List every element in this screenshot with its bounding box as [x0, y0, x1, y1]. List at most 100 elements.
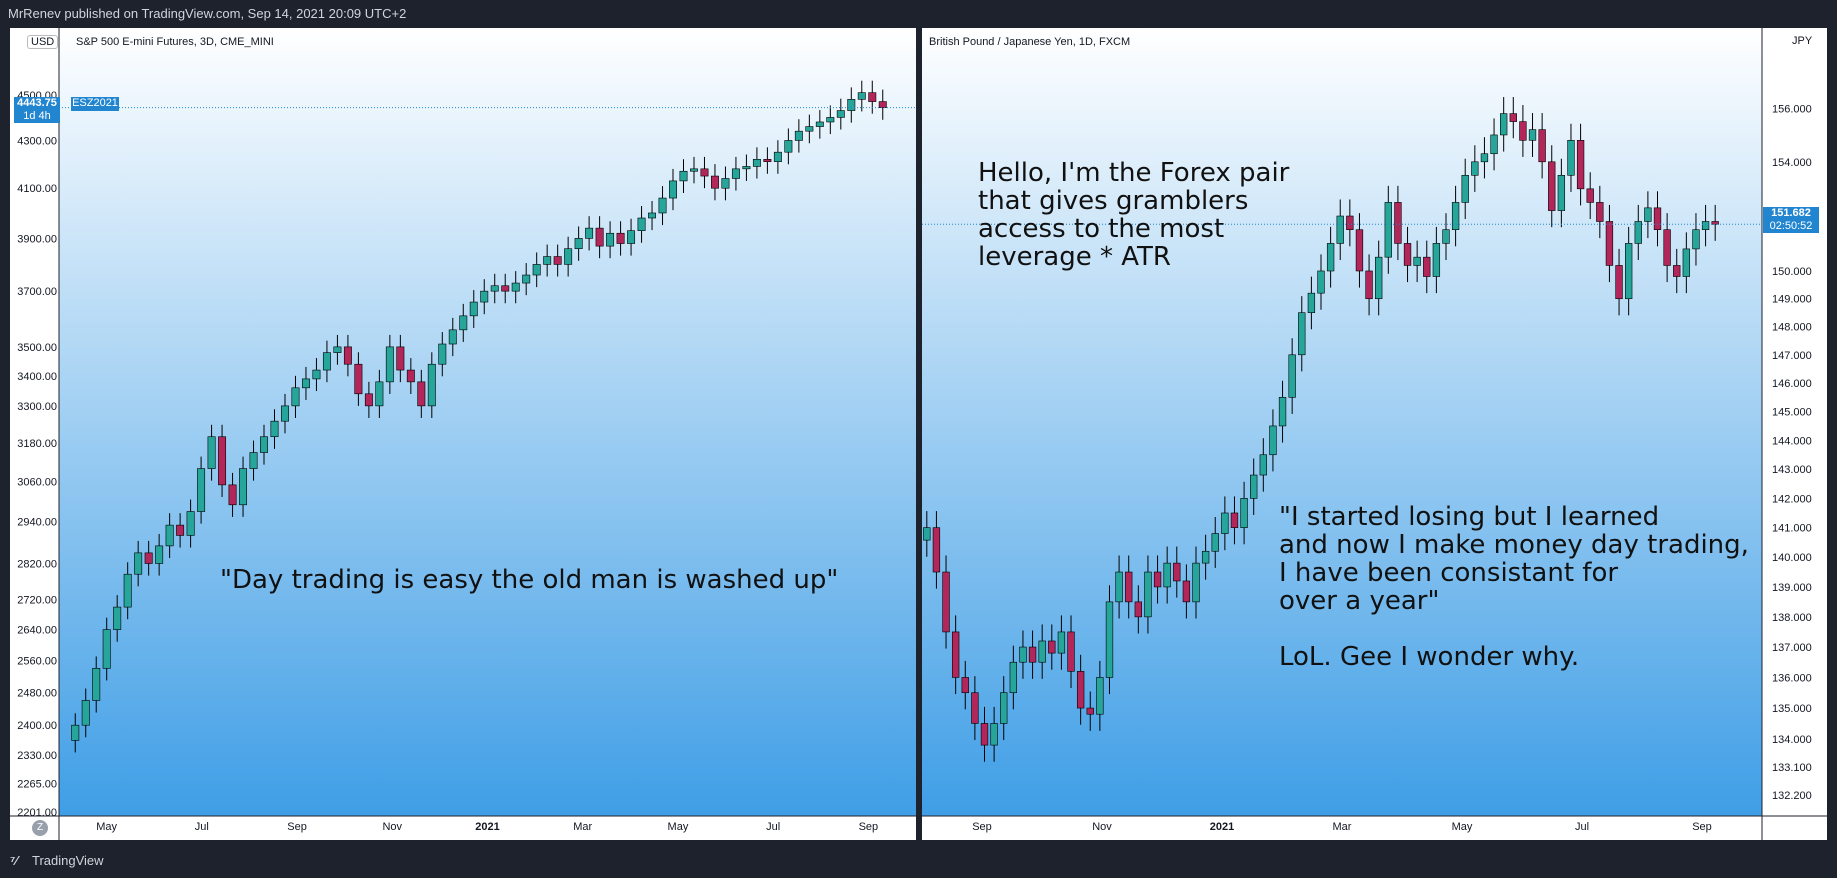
candle — [459, 315, 468, 331]
candle — [375, 381, 384, 407]
y-tick-label: 148.000 — [1772, 322, 1812, 334]
x-tick-label: May — [96, 821, 117, 833]
candle — [1096, 677, 1104, 715]
candle — [385, 346, 394, 383]
candle — [155, 545, 164, 564]
y-tick-label: 3060.00 — [17, 477, 57, 489]
y-tick-label: 2330.00 — [17, 750, 57, 762]
candle — [102, 629, 111, 669]
candle — [1596, 202, 1604, 222]
left-symbol-title: S&P 500 E-mini Futures, 3D, CME_MINI — [76, 36, 274, 48]
candle — [511, 282, 520, 292]
timezone-button[interactable]: Z — [32, 820, 48, 836]
candle — [1009, 661, 1018, 694]
x-tick-label: Sep — [859, 821, 879, 833]
y-tick-label: 149.000 — [1772, 294, 1812, 306]
x-tick-label: 2021 — [1210, 821, 1234, 833]
y-tick-label: 2201.00 — [17, 807, 57, 819]
candle — [354, 363, 363, 395]
right-time-axis[interactable] — [922, 816, 1827, 840]
candle — [1250, 474, 1258, 499]
x-tick-label: Sep — [972, 821, 992, 833]
candle — [260, 436, 268, 453]
candle — [627, 230, 636, 244]
y-tick-label: 133.100 — [1772, 762, 1812, 774]
candle — [134, 552, 143, 575]
candle — [1076, 671, 1085, 709]
x-tick-label: Nov — [1092, 821, 1112, 833]
candle — [690, 168, 698, 172]
left-time-axis[interactable] — [10, 816, 916, 840]
candle — [648, 212, 657, 219]
candle — [1432, 243, 1441, 277]
candle — [932, 527, 941, 573]
x-tick-label: Jul — [1575, 821, 1589, 833]
x-tick-label: 2021 — [475, 821, 499, 833]
right-countdown: 02:50:52 — [1769, 220, 1813, 232]
candle — [501, 285, 510, 292]
candle — [784, 140, 793, 153]
y-tick-label: 134.000 — [1772, 734, 1812, 746]
y-tick-label: 4300.00 — [17, 135, 57, 147]
candle — [1384, 202, 1392, 258]
candle — [710, 175, 719, 189]
y-tick-label: 2560.00 — [17, 655, 57, 667]
right-chart-pane[interactable] — [922, 28, 1762, 816]
candle — [1317, 270, 1325, 294]
candle — [113, 606, 122, 630]
y-tick-label: 145.000 — [1772, 407, 1812, 419]
y-tick-label: 144.000 — [1772, 435, 1812, 447]
candle — [700, 168, 709, 177]
candle — [1192, 562, 1200, 603]
candle — [836, 110, 845, 118]
candle — [1567, 140, 1575, 176]
y-tick-label: 2265.00 — [17, 778, 57, 790]
left-currency-label[interactable]: USD — [27, 35, 59, 49]
candle — [1048, 640, 1056, 654]
candle — [1653, 207, 1662, 230]
right-currency-label[interactable]: JPY — [1792, 35, 1813, 47]
y-tick-label: 4100.00 — [17, 183, 57, 195]
candle — [291, 387, 300, 407]
y-tick-label: 137.000 — [1772, 642, 1812, 654]
y-tick-label: 141.000 — [1772, 523, 1812, 535]
candle — [1000, 692, 1008, 724]
candle — [1557, 174, 1566, 211]
candle — [1105, 601, 1114, 678]
left-price-badge: 4443.75 1d 4h — [14, 97, 60, 123]
candle — [1346, 215, 1354, 230]
left-price-axis[interactable] — [10, 28, 59, 816]
right-price-axis[interactable] — [1762, 28, 1827, 816]
candle — [1240, 498, 1248, 528]
left-chart-pane[interactable] — [59, 28, 916, 816]
left-countdown: 1d 4h — [23, 110, 51, 122]
candle — [1605, 221, 1614, 266]
candle — [448, 329, 457, 345]
candle — [773, 151, 782, 162]
timezone-button-label: Z — [36, 822, 44, 833]
candle — [522, 274, 531, 284]
candle — [868, 92, 877, 102]
right-annotation-top: Hello, I'm the Forex pair that gives gra… — [978, 158, 1290, 272]
y-tick-label: 2820.00 — [17, 558, 57, 570]
candle — [218, 436, 227, 486]
x-tick-label: Mar — [573, 821, 592, 833]
y-tick-label: 3400.00 — [17, 371, 57, 383]
candle — [951, 631, 960, 678]
candle — [165, 524, 174, 547]
candle — [1500, 113, 1508, 136]
candle — [606, 232, 615, 247]
candle — [1663, 229, 1671, 266]
candle — [1355, 229, 1364, 272]
candle — [794, 130, 803, 141]
candle — [805, 126, 814, 132]
candle — [1692, 229, 1700, 250]
candle — [228, 484, 237, 506]
candle — [1548, 161, 1556, 211]
x-tick-label: Jul — [195, 821, 209, 833]
candle — [1182, 580, 1191, 603]
y-tick-label: 146.000 — [1772, 378, 1812, 390]
right-symbol-title: British Pound / Japanese Yen, 1D, FXCM — [929, 36, 1131, 48]
panel-divider — [916, 28, 922, 840]
y-tick-label: 2940.00 — [17, 517, 57, 529]
